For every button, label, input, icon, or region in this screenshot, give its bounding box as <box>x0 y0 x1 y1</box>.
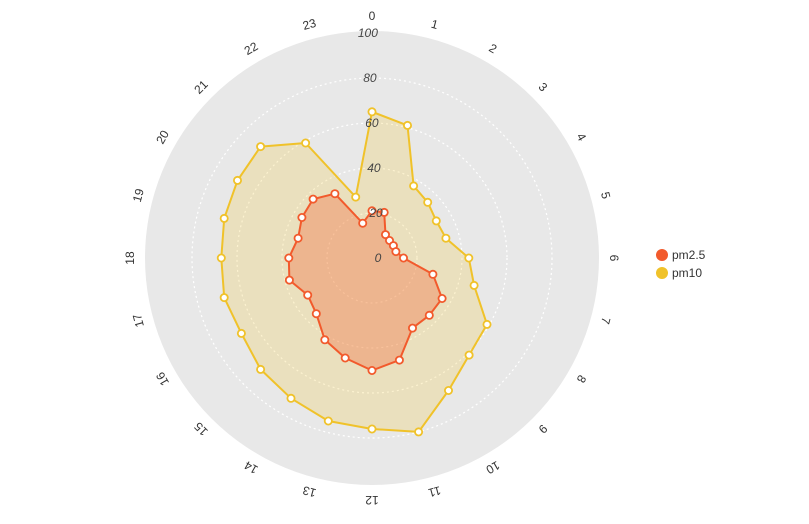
data-point-pm10[interactable] <box>482 319 492 329</box>
data-point-pm25[interactable] <box>330 189 340 199</box>
data-point-pm25[interactable] <box>424 310 434 320</box>
radial-tick-label: 60 <box>365 116 379 130</box>
angle-label: 8 <box>574 373 590 386</box>
data-point-pm10[interactable] <box>216 253 226 263</box>
angle-label: 7 <box>598 316 613 326</box>
data-point-pm10[interactable] <box>232 175 242 185</box>
angle-label: 2 <box>487 41 500 57</box>
data-point-pm25[interactable] <box>367 365 377 375</box>
angle-label: 20 <box>153 128 172 147</box>
legend-label-pm25: pm2.5 <box>672 248 706 262</box>
data-point-pm10[interactable] <box>256 142 266 152</box>
angle-label: 1 <box>430 17 440 32</box>
data-point-pm10[interactable] <box>423 197 433 207</box>
series-area-pm25 <box>288 193 443 371</box>
data-point-pm10[interactable] <box>256 364 266 374</box>
angle-label: 22 <box>242 39 261 58</box>
data-point-pm10[interactable] <box>431 216 441 226</box>
angle-label: 19 <box>130 187 147 204</box>
angle-label: 11 <box>426 483 442 500</box>
data-point-pm10[interactable] <box>409 181 419 191</box>
angle-label: 9 <box>535 422 550 437</box>
legend-label-pm10: pm10 <box>672 266 703 280</box>
data-point-pm10[interactable] <box>402 120 412 130</box>
radial-tick-labels: 0 20 40 60 80 100 <box>358 26 383 265</box>
data-point-pm10[interactable] <box>469 280 479 290</box>
radial-tick-label: 20 <box>368 206 383 220</box>
data-point-pm10[interactable] <box>286 393 296 403</box>
data-point-pm25[interactable] <box>303 290 313 300</box>
data-point-pm25[interactable] <box>297 212 307 222</box>
angle-label: 23 <box>301 16 318 33</box>
data-point-pm10[interactable] <box>464 253 474 263</box>
angle-label: 18 <box>123 251 137 265</box>
data-point-pm25[interactable] <box>293 233 303 243</box>
data-point-pm10[interactable] <box>414 427 424 437</box>
radial-tick-label: 100 <box>358 26 378 40</box>
data-point-pm10[interactable] <box>351 192 361 202</box>
legend-item-pm10[interactable]: pm10 <box>656 264 705 282</box>
series-area-pm10 <box>221 111 488 432</box>
angle-label: 6 <box>607 255 621 262</box>
data-point-pm10[interactable] <box>443 385 453 395</box>
data-point-pm25[interactable] <box>428 269 438 279</box>
data-point-pm25[interactable] <box>398 253 408 263</box>
data-point-pm10[interactable] <box>464 350 474 360</box>
data-point-pm10[interactable] <box>367 107 377 117</box>
grid-ring <box>236 122 508 394</box>
angle-label: 17 <box>130 312 147 329</box>
data-point-pm25[interactable] <box>311 309 321 319</box>
data-point-pm25[interactable] <box>340 353 350 363</box>
radial-tick-label: 0 <box>375 251 382 265</box>
legend-item-pm25[interactable]: pm2.5 <box>656 246 705 264</box>
data-point-pm10[interactable] <box>219 293 229 303</box>
data-point-pm25[interactable] <box>407 323 417 333</box>
data-point-pm25[interactable] <box>394 355 404 365</box>
angle-label: 15 <box>191 419 211 439</box>
angle-label: 3 <box>536 80 551 95</box>
angle-label: 12 <box>365 493 379 507</box>
angle-label: 21 <box>191 77 211 97</box>
angle-label: 0 <box>369 9 376 23</box>
data-point-pm10[interactable] <box>219 213 229 223</box>
grid-ring <box>281 167 463 349</box>
angle-label: 14 <box>242 458 261 477</box>
data-point-pm10[interactable] <box>441 233 451 243</box>
data-point-pm25[interactable] <box>379 207 389 217</box>
data-point-pm10[interactable] <box>301 138 311 148</box>
angle-label: 16 <box>153 369 172 388</box>
grid-ring <box>191 77 553 439</box>
radial-tick-label: 40 <box>367 161 381 175</box>
data-point-pm25[interactable] <box>320 335 330 345</box>
legend: pm2.5 pm10 <box>656 246 705 282</box>
legend-marker-pm10 <box>656 267 668 279</box>
angle-label: 13 <box>301 483 318 500</box>
points-layer <box>216 107 492 437</box>
data-point-pm25[interactable] <box>391 247 401 257</box>
data-point-pm25[interactable] <box>284 275 294 285</box>
data-point-pm25[interactable] <box>308 194 318 204</box>
data-point-pm10[interactable] <box>323 416 333 426</box>
data-point-pm25[interactable] <box>284 253 294 263</box>
radial-tick-label: 80 <box>363 71 377 85</box>
angle-label: 5 <box>598 190 613 200</box>
data-point-pm25[interactable] <box>380 230 390 240</box>
angle-label: 4 <box>574 131 590 144</box>
data-point-pm10[interactable] <box>236 328 246 338</box>
data-point-pm10[interactable] <box>367 424 377 434</box>
data-point-pm25[interactable] <box>367 206 377 216</box>
data-point-pm25[interactable] <box>358 218 368 228</box>
angle-label: 10 <box>483 458 502 477</box>
legend-marker-pm25 <box>656 249 668 261</box>
data-point-pm25[interactable] <box>437 293 447 303</box>
